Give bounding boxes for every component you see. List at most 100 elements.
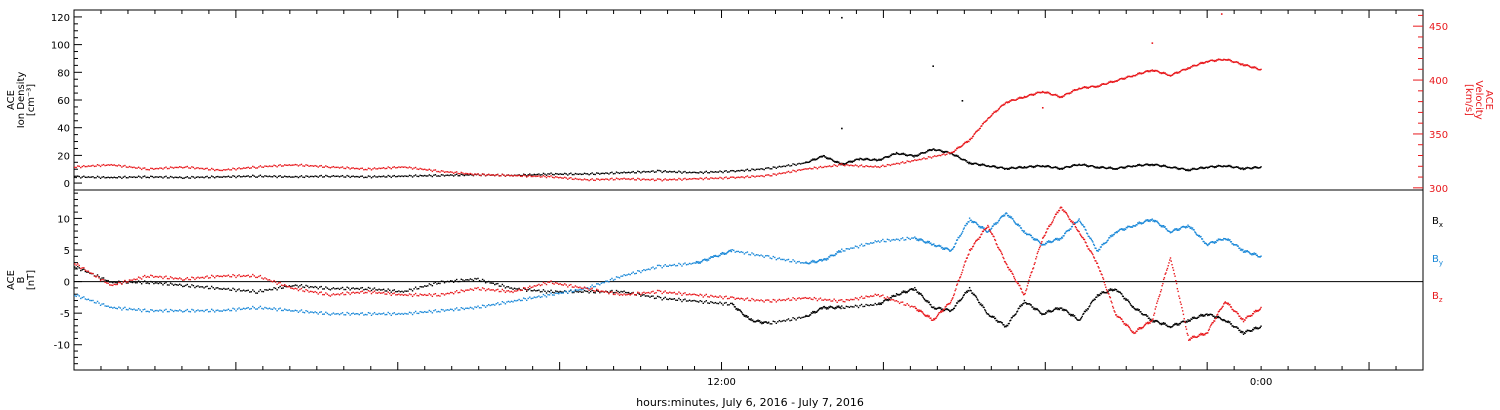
by-point: [538, 295, 540, 297]
bx-point: [996, 319, 998, 322]
density-point: [818, 156, 820, 159]
by-point: [1204, 242, 1206, 244]
density-point: [975, 162, 978, 165]
density-point: [1039, 165, 1042, 168]
velocity-point: [974, 132, 976, 135]
by-point: [1118, 230, 1120, 232]
bz-point: [136, 278, 138, 280]
bz-point: [866, 295, 869, 298]
bx-point: [1192, 317, 1195, 319]
density-point: [1152, 164, 1154, 167]
velocity-point: [436, 170, 438, 173]
bx-point: [767, 322, 769, 324]
by-point: [923, 241, 925, 243]
density-point: [1141, 164, 1144, 167]
velocity-point: [1002, 104, 1004, 106]
bz-point: [503, 290, 505, 292]
velocity-point: [1045, 92, 1048, 94]
bx-point: [787, 318, 790, 320]
bx-point: [904, 292, 907, 294]
density-point: [570, 172, 572, 174]
density-point: [893, 153, 895, 155]
bx-point: [652, 295, 654, 297]
bz-point: [748, 299, 750, 302]
by-point: [1146, 219, 1148, 222]
by-point: [1162, 226, 1164, 228]
by-point: [987, 231, 989, 233]
by-point: [238, 307, 240, 309]
density-point: [156, 176, 158, 178]
velocity-point: [1023, 95, 1026, 98]
by-point: [1032, 238, 1035, 241]
bz-point: [859, 296, 861, 299]
bz-point: [188, 278, 190, 281]
by-point: [818, 259, 820, 262]
bx-point: [1213, 315, 1215, 317]
density-point: [448, 174, 450, 177]
by-point: [509, 301, 511, 303]
by-point: [1049, 240, 1051, 243]
bx-point: [1083, 312, 1085, 315]
density-point: [1148, 163, 1150, 166]
bz-point: [227, 274, 230, 276]
bx-point: [1174, 322, 1176, 325]
bx-point: [591, 289, 593, 292]
density-point: [763, 168, 765, 171]
bx-point: [1047, 311, 1049, 313]
velocity-point: [279, 164, 281, 166]
bz-point: [839, 299, 841, 301]
by-point: [1223, 238, 1226, 240]
density-point: [913, 156, 915, 158]
by-point: [315, 311, 318, 314]
bx-point: [1004, 325, 1007, 327]
bx-point: [1054, 307, 1057, 309]
bx-point: [168, 284, 170, 286]
bz-point: [139, 277, 141, 279]
density-point: [861, 158, 864, 161]
density-point: [946, 151, 949, 153]
by-point: [160, 309, 163, 312]
bx-point: [1089, 303, 1092, 305]
bx-point: [427, 285, 429, 287]
by-point: [1165, 228, 1167, 230]
bx-point: [422, 286, 424, 288]
velocity-point: [591, 178, 593, 180]
bx-point: [137, 280, 140, 282]
bx-point: [96, 274, 99, 276]
bx-point: [954, 305, 956, 307]
velocity-point: [224, 169, 227, 171]
by-point: [1064, 232, 1066, 235]
bx-point: [940, 308, 943, 311]
bx-point: [848, 306, 851, 309]
by-point: [1245, 250, 1247, 252]
by-point: [966, 223, 969, 225]
density-point: [398, 175, 400, 177]
velocity-point: [296, 164, 298, 166]
by-point: [1217, 238, 1220, 240]
bx-point: [1136, 309, 1138, 311]
bz-point: [524, 287, 526, 289]
velocity-point: [641, 178, 644, 181]
by-point: [110, 306, 112, 308]
density-point: [315, 175, 318, 178]
bz-point: [454, 291, 456, 293]
bz-point: [825, 299, 828, 301]
by-point: [195, 309, 198, 312]
bx-point: [1125, 298, 1128, 300]
by-point: [1135, 224, 1137, 226]
velocity-point: [675, 179, 677, 181]
by-point: [276, 310, 278, 312]
bx-point: [1196, 317, 1198, 319]
bx-point: [1109, 288, 1112, 290]
bx-point: [355, 287, 357, 290]
by-point: [615, 276, 618, 278]
velocity-point: [1148, 70, 1150, 72]
bx-point: [1152, 321, 1154, 323]
by-point: [533, 296, 536, 298]
velocity-point: [602, 178, 604, 180]
density-point: [296, 175, 298, 178]
bz-point: [585, 287, 587, 289]
density-point: [857, 158, 859, 161]
density-point: [1162, 165, 1164, 167]
bx-point: [670, 298, 673, 300]
